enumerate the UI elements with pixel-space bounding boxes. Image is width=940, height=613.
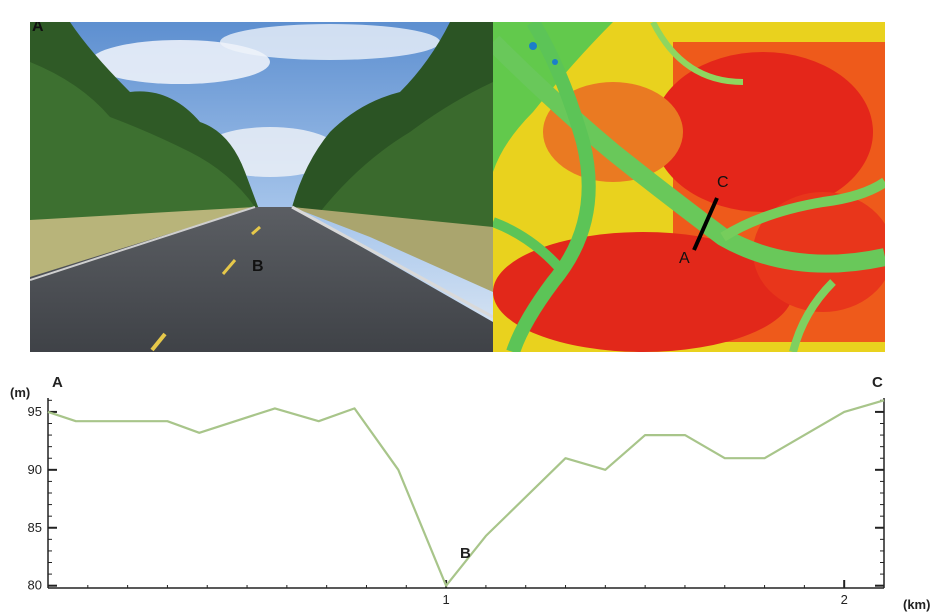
chart-series [47, 399, 885, 587]
x-tick-label: 1 [442, 592, 449, 607]
transect-end-label: C [717, 174, 729, 191]
x-axis-label: (km) [903, 597, 930, 612]
y-axis-label: (m) [10, 385, 30, 400]
profile-label-a: A [52, 374, 63, 391]
road-photo: A B [30, 22, 493, 352]
photo-label-b: B [252, 258, 264, 275]
y-tick-label: 95 [28, 404, 42, 419]
y-tick-label: 85 [28, 520, 42, 535]
elevation-profile-line [47, 399, 885, 587]
profile-label-b: B [460, 545, 471, 562]
elevation-map-illustration [493, 22, 885, 352]
road-photo-illustration [30, 22, 493, 352]
elevation-map: C C A [493, 22, 885, 352]
photo-label-a: A [32, 22, 44, 35]
x-tick-label: 2 [841, 592, 848, 607]
y-tick-label: 80 [28, 578, 42, 593]
transect-start-label: A [679, 250, 690, 267]
profile-label-c: C [872, 374, 883, 391]
y-tick-label: 90 [28, 462, 42, 477]
elevation-profile-chart: 80 85 90 95 1 2 (m) (km) A C B [10, 374, 930, 612]
chart-ticks: 80 85 90 95 1 2 [28, 399, 884, 607]
